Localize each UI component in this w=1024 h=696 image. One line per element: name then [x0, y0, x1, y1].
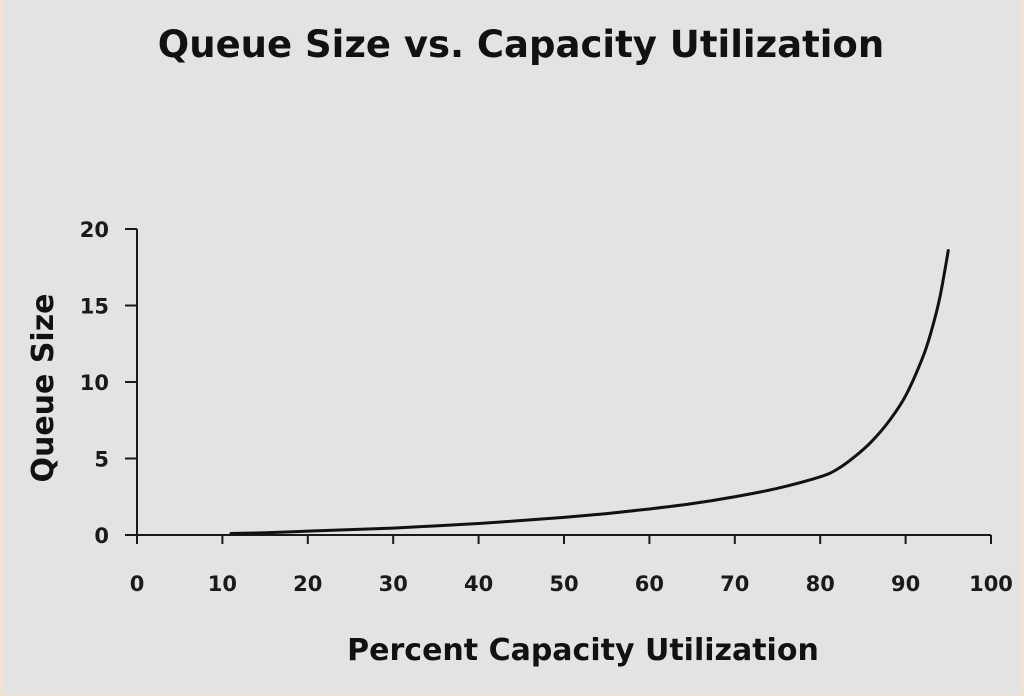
x-tick-label: 100: [969, 572, 1013, 596]
x-tick-label: 60: [635, 572, 664, 596]
x-tick-label: 50: [549, 572, 578, 596]
x-tick-label: 80: [806, 572, 835, 596]
y-tick-label: 0: [94, 524, 109, 548]
x-tick-label: 40: [464, 572, 493, 596]
x-tick-label: 10: [208, 572, 237, 596]
y-tick-label: 10: [80, 371, 109, 395]
queue-size-curve: [229, 248, 950, 535]
x-tick-label: 70: [720, 572, 749, 596]
x-tick-label: 30: [379, 572, 408, 596]
plot-area: [229, 248, 950, 535]
x-axis-title: Percent Capacity Utilization: [347, 633, 819, 668]
y-tick-label: 20: [80, 218, 109, 242]
x-tick-label: 20: [293, 572, 322, 596]
x-tick-label: 0: [130, 572, 145, 596]
x-tick-label: 90: [891, 572, 920, 596]
chart-svg: Queue Size vs. Capacity Utilization Queu…: [26, 23, 1013, 668]
ticks: 0 10 20 30 40 50 60 70 80 90 100 0 5 10 15 20: [80, 218, 1013, 596]
chart-title: Queue Size vs. Capacity Utilization: [158, 23, 884, 66]
y-tick-label: 15: [80, 295, 109, 319]
y-axis-title: Queue Size: [26, 293, 61, 482]
axes: [136, 229, 991, 536]
y-tick-label: 5: [94, 448, 109, 472]
